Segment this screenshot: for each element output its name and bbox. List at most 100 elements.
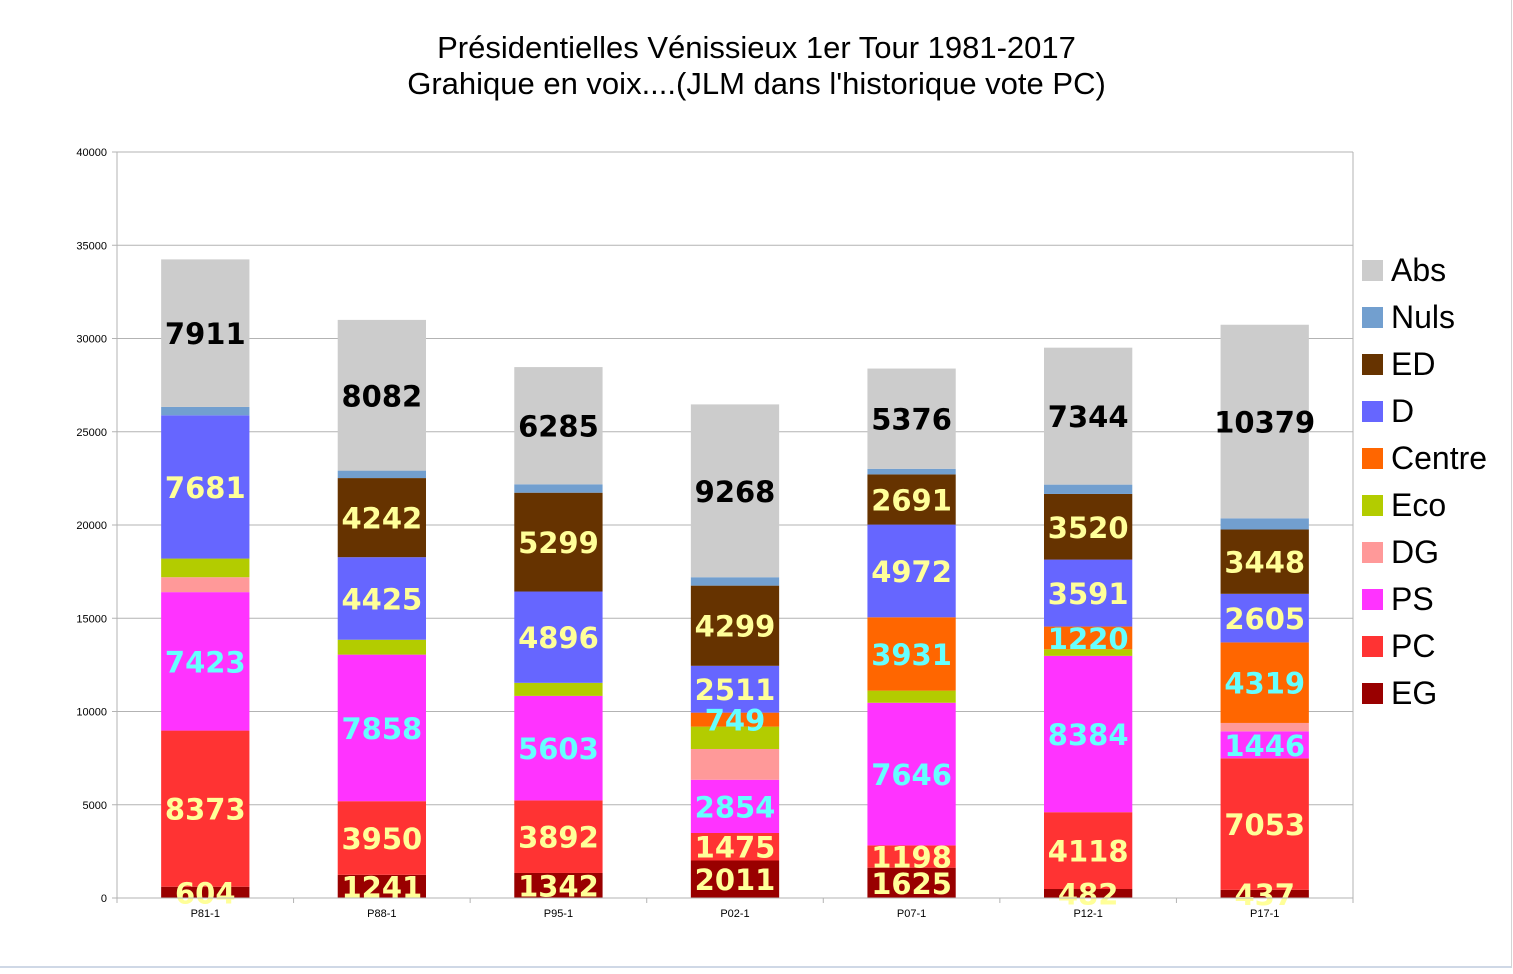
bar-segment-dg bbox=[1220, 722, 1309, 732]
bar-segment-pc bbox=[337, 801, 426, 875]
x-tick-label: P81-1 bbox=[191, 908, 220, 920]
chart-subtitle: Grahique en voix....(JLM dans l'historiq… bbox=[407, 66, 1106, 101]
data-label: 10379 bbox=[1214, 406, 1315, 440]
data-label: 1446 bbox=[1224, 729, 1305, 763]
legend-swatch bbox=[1362, 589, 1383, 610]
legend-swatch bbox=[1362, 542, 1383, 563]
legend-item: ED bbox=[1362, 341, 1487, 388]
y-tick-label: 15000 bbox=[76, 613, 107, 625]
y-tick-label: 10000 bbox=[76, 707, 107, 719]
bar-segment-eco bbox=[1044, 649, 1133, 656]
legend-item: PC bbox=[1362, 623, 1487, 670]
legend-label: Eco bbox=[1391, 487, 1447, 523]
bar-segment-pc bbox=[161, 730, 250, 887]
data-label: 4319 bbox=[1224, 667, 1305, 701]
data-label: 7053 bbox=[1224, 808, 1305, 842]
data-label: 2605 bbox=[1224, 602, 1305, 636]
bar-segment-d bbox=[690, 665, 780, 713]
y-tick-label: 0 bbox=[101, 893, 107, 905]
bar-segment-dg bbox=[690, 748, 780, 780]
chart-title: Présidentielles Vénissieux 1er Tour 1981… bbox=[437, 30, 1076, 65]
bar-segment-centre bbox=[1220, 642, 1309, 723]
data-label: 1198 bbox=[871, 841, 952, 875]
x-tick-label: P17-1 bbox=[1250, 908, 1279, 920]
data-label: 5376 bbox=[871, 403, 952, 437]
bar-segment-nuls bbox=[1044, 484, 1133, 494]
bar-segment-ps bbox=[161, 592, 250, 731]
bar-segment-abs bbox=[690, 404, 780, 578]
data-label: 4299 bbox=[695, 610, 776, 644]
data-label: 5603 bbox=[518, 732, 599, 766]
bar-segment-nuls bbox=[161, 406, 250, 416]
bar-segment-abs bbox=[867, 368, 956, 469]
data-label: 7344 bbox=[1048, 400, 1129, 434]
bar-segment-eco bbox=[514, 682, 603, 696]
bar-segment-ps bbox=[1044, 655, 1133, 813]
data-label: 3892 bbox=[518, 821, 599, 855]
data-label: 604 bbox=[175, 876, 236, 910]
y-tick-label: 5000 bbox=[83, 800, 107, 812]
legend-swatch bbox=[1362, 401, 1383, 422]
bar-segment-eg bbox=[690, 860, 780, 898]
data-label: 749 bbox=[705, 704, 766, 738]
bar-segment-eg bbox=[337, 874, 426, 898]
legend-item: Centre bbox=[1362, 435, 1487, 482]
bar-segment-nuls bbox=[1220, 518, 1309, 530]
data-label: 1220 bbox=[1048, 622, 1129, 656]
data-label: 3520 bbox=[1048, 511, 1129, 545]
bar-segment-eco bbox=[337, 639, 426, 655]
data-label: 3591 bbox=[1048, 577, 1129, 611]
legend-item: D bbox=[1362, 388, 1487, 435]
data-label: 2511 bbox=[695, 673, 776, 707]
data-label: 7858 bbox=[341, 712, 422, 746]
legend-label: DG bbox=[1391, 534, 1439, 570]
data-label: 8384 bbox=[1048, 718, 1129, 752]
data-label: 7911 bbox=[165, 317, 246, 351]
bar-segment-eco bbox=[867, 690, 956, 703]
bar-segment-ed bbox=[1044, 493, 1133, 560]
legend-label: Centre bbox=[1391, 440, 1488, 476]
data-label: 2691 bbox=[871, 483, 952, 517]
bar-segment-ed bbox=[337, 478, 426, 558]
bar-segment-nuls bbox=[337, 470, 426, 479]
data-label: 437 bbox=[1234, 878, 1295, 912]
data-label: 5299 bbox=[518, 526, 599, 560]
x-tick-label: P95-1 bbox=[544, 908, 573, 920]
x-tick-label: P07-1 bbox=[897, 908, 926, 920]
data-label: 1241 bbox=[341, 870, 422, 904]
data-label: 4972 bbox=[871, 555, 952, 589]
bar-segment-nuls bbox=[690, 577, 780, 586]
x-tick-label: P88-1 bbox=[367, 908, 396, 920]
bar-segment-ps bbox=[867, 702, 956, 846]
legend-swatch bbox=[1362, 307, 1383, 328]
bar-segment-eg bbox=[867, 867, 956, 898]
legend-label: PC bbox=[1391, 628, 1436, 664]
data-label: 7423 bbox=[165, 645, 246, 679]
data-label: 8082 bbox=[341, 379, 422, 413]
bar-segment-abs bbox=[1044, 347, 1133, 485]
legend-label: PS bbox=[1391, 581, 1434, 617]
y-tick-label: 20000 bbox=[76, 520, 107, 532]
legend-label: ED bbox=[1391, 346, 1436, 382]
data-label: 3950 bbox=[341, 822, 422, 856]
bar-segment-ed bbox=[514, 492, 603, 592]
bar-segment-d bbox=[1044, 559, 1133, 627]
bar-segment-pc bbox=[690, 832, 780, 861]
legend-item: PS bbox=[1362, 576, 1487, 623]
bar-segment-ps bbox=[690, 779, 780, 833]
bar-segment-centre bbox=[690, 712, 780, 727]
legend-swatch bbox=[1362, 448, 1383, 469]
bar-segment-ps bbox=[514, 695, 603, 801]
data-label: 7681 bbox=[165, 471, 246, 505]
chart-title-block: Présidentielles Vénissieux 1er Tour 1981… bbox=[0, 30, 1513, 102]
data-label: 8373 bbox=[165, 793, 246, 827]
legend-item: DG bbox=[1362, 529, 1487, 576]
data-label: 2854 bbox=[695, 790, 776, 824]
bar-segment-d bbox=[161, 415, 250, 559]
bar-segment-eco bbox=[690, 726, 780, 749]
legend-swatch bbox=[1362, 354, 1383, 375]
legend-label: Abs bbox=[1391, 252, 1447, 288]
bar-segment-abs bbox=[161, 259, 250, 407]
bar-segment-abs bbox=[514, 367, 603, 485]
